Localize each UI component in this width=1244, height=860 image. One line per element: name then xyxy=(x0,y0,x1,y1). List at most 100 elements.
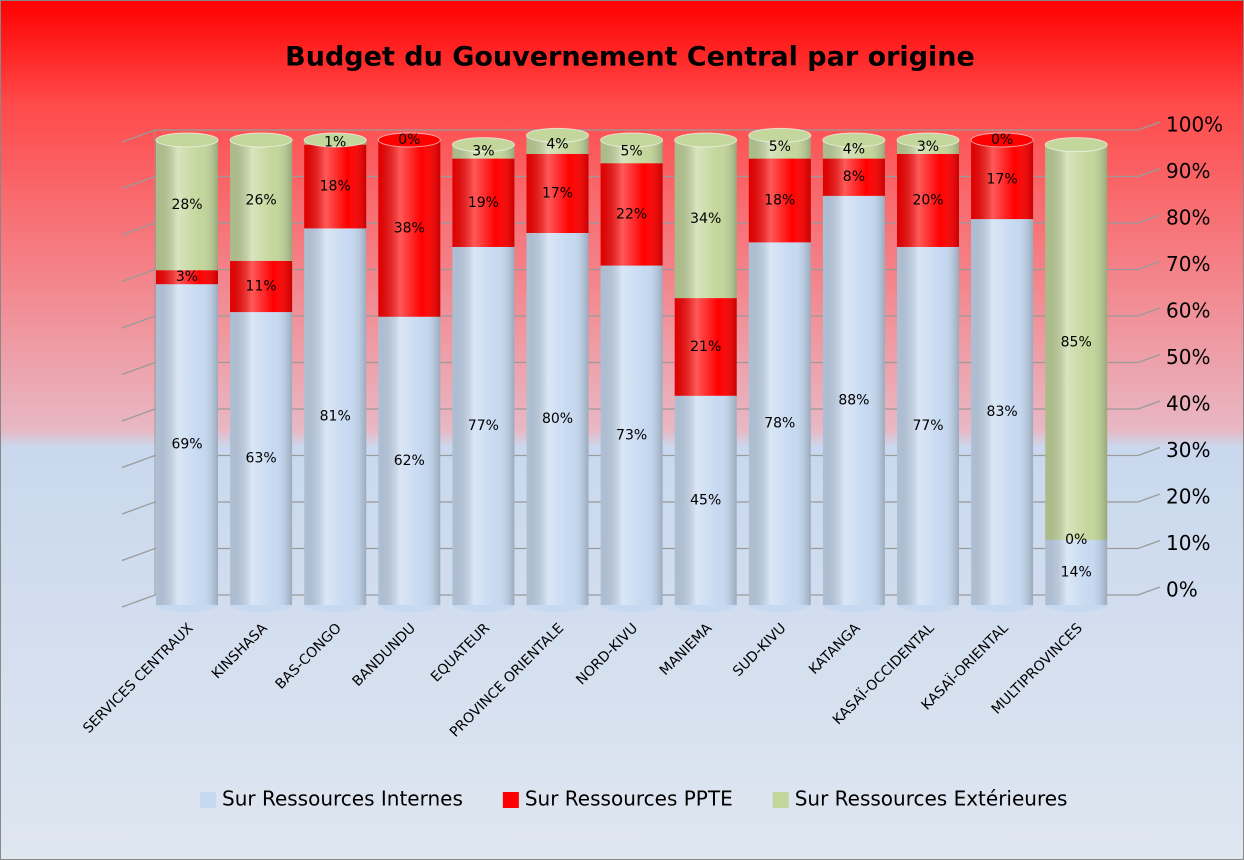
data-label: 14% xyxy=(1061,564,1092,580)
shade xyxy=(822,195,885,606)
data-label: 0% xyxy=(991,132,1013,148)
legend-swatch xyxy=(502,792,519,808)
data-label: 20% xyxy=(912,192,943,208)
data-label: 62% xyxy=(394,453,425,469)
shade xyxy=(230,260,293,313)
cylinder-top xyxy=(600,132,664,148)
y-tick-label: 90% xyxy=(1166,159,1210,183)
y-tick-label: 0% xyxy=(1166,578,1198,602)
cylinder-top xyxy=(377,132,441,148)
cylinder-bottom xyxy=(452,605,515,612)
data-label: 4% xyxy=(843,141,865,157)
cylinder-top xyxy=(822,132,886,148)
shade xyxy=(230,140,293,261)
legend-label: Sur Ressources Internes xyxy=(222,787,463,811)
data-label: 77% xyxy=(912,418,943,434)
shade xyxy=(1045,539,1108,605)
cylinder-bottom xyxy=(1045,605,1108,612)
data-label: 19% xyxy=(468,195,499,211)
cylinder-bottom xyxy=(822,605,885,612)
data-label: 3% xyxy=(472,144,494,160)
shade xyxy=(156,140,218,271)
data-label: 26% xyxy=(246,192,277,208)
data-label: 1% xyxy=(324,134,346,150)
data-label: 80% xyxy=(542,411,573,427)
cylinder-bottom xyxy=(230,605,293,612)
data-label: 88% xyxy=(838,392,869,408)
y-tick-label: 10% xyxy=(1166,531,1210,555)
data-label: 5% xyxy=(620,144,642,160)
data-label: 0% xyxy=(1065,532,1087,548)
y-tick-label: 40% xyxy=(1166,392,1210,416)
data-label: 45% xyxy=(690,492,721,508)
data-label: 8% xyxy=(843,169,865,185)
cylinder-bottom xyxy=(526,605,589,612)
data-label: 81% xyxy=(320,409,351,425)
cylinder-top xyxy=(748,127,812,143)
shade xyxy=(452,158,515,247)
data-label: 63% xyxy=(246,451,277,467)
shade xyxy=(897,246,959,605)
shade xyxy=(156,270,218,285)
y-tick-label: 100% xyxy=(1166,113,1223,137)
data-label: 21% xyxy=(690,339,721,355)
data-label: 85% xyxy=(1061,334,1092,350)
data-label: 17% xyxy=(987,172,1018,188)
y-tick-label: 60% xyxy=(1166,299,1210,323)
y-tick-label: 20% xyxy=(1166,485,1210,509)
shade xyxy=(600,265,663,605)
cylinder-top xyxy=(970,132,1034,148)
data-label: 17% xyxy=(542,185,573,201)
data-label: 4% xyxy=(546,137,568,153)
data-label: 69% xyxy=(171,437,202,453)
legend-label: Sur Ressources PPTE xyxy=(525,787,733,811)
grid-line xyxy=(121,121,1161,143)
shade xyxy=(378,140,441,317)
shade xyxy=(452,246,515,605)
cylinder-top xyxy=(526,127,589,143)
shade xyxy=(822,158,885,196)
cylinder-bottom xyxy=(156,605,218,612)
data-label: 22% xyxy=(616,206,647,222)
cylinder-top xyxy=(303,132,367,148)
shade xyxy=(600,163,663,266)
data-label: 77% xyxy=(468,418,499,434)
shade xyxy=(526,233,589,605)
cylinder-top xyxy=(451,137,515,153)
data-label: 38% xyxy=(394,220,425,236)
shade xyxy=(1045,144,1108,540)
data-label: 18% xyxy=(764,192,795,208)
shade xyxy=(971,140,1034,220)
cylinder-top xyxy=(229,132,293,148)
shade xyxy=(748,158,811,243)
shade xyxy=(526,153,589,233)
cylinder-bottom xyxy=(748,605,811,612)
shade xyxy=(748,242,811,606)
legend-swatch xyxy=(772,792,789,808)
cylinder-bottom xyxy=(600,605,663,612)
cylinder-bottom xyxy=(378,605,441,612)
y-tick-label: 30% xyxy=(1166,438,1210,462)
shade xyxy=(230,312,293,605)
data-label: 11% xyxy=(246,278,277,294)
cylinder-top xyxy=(896,132,960,148)
chart-title: Budget du Gouvernement Central par origi… xyxy=(285,42,975,73)
data-label: 34% xyxy=(690,211,721,227)
legend-label: Sur Ressources Extérieures xyxy=(795,787,1068,811)
legend-swatch xyxy=(200,792,216,808)
shade xyxy=(674,298,737,396)
data-label: 28% xyxy=(171,197,202,213)
shade xyxy=(378,316,441,605)
shade xyxy=(674,395,737,605)
cylinder-bottom xyxy=(971,605,1034,612)
cylinder-bottom xyxy=(674,605,737,612)
data-label: 73% xyxy=(616,427,647,443)
data-label: 3% xyxy=(176,269,198,285)
y-tick-label: 70% xyxy=(1166,252,1210,276)
cylinder-bottom xyxy=(304,605,367,612)
y-tick-label: 80% xyxy=(1166,206,1210,230)
cylinder-top xyxy=(1044,137,1108,153)
data-label: 5% xyxy=(769,139,791,155)
y-tick-label: 50% xyxy=(1166,345,1210,369)
